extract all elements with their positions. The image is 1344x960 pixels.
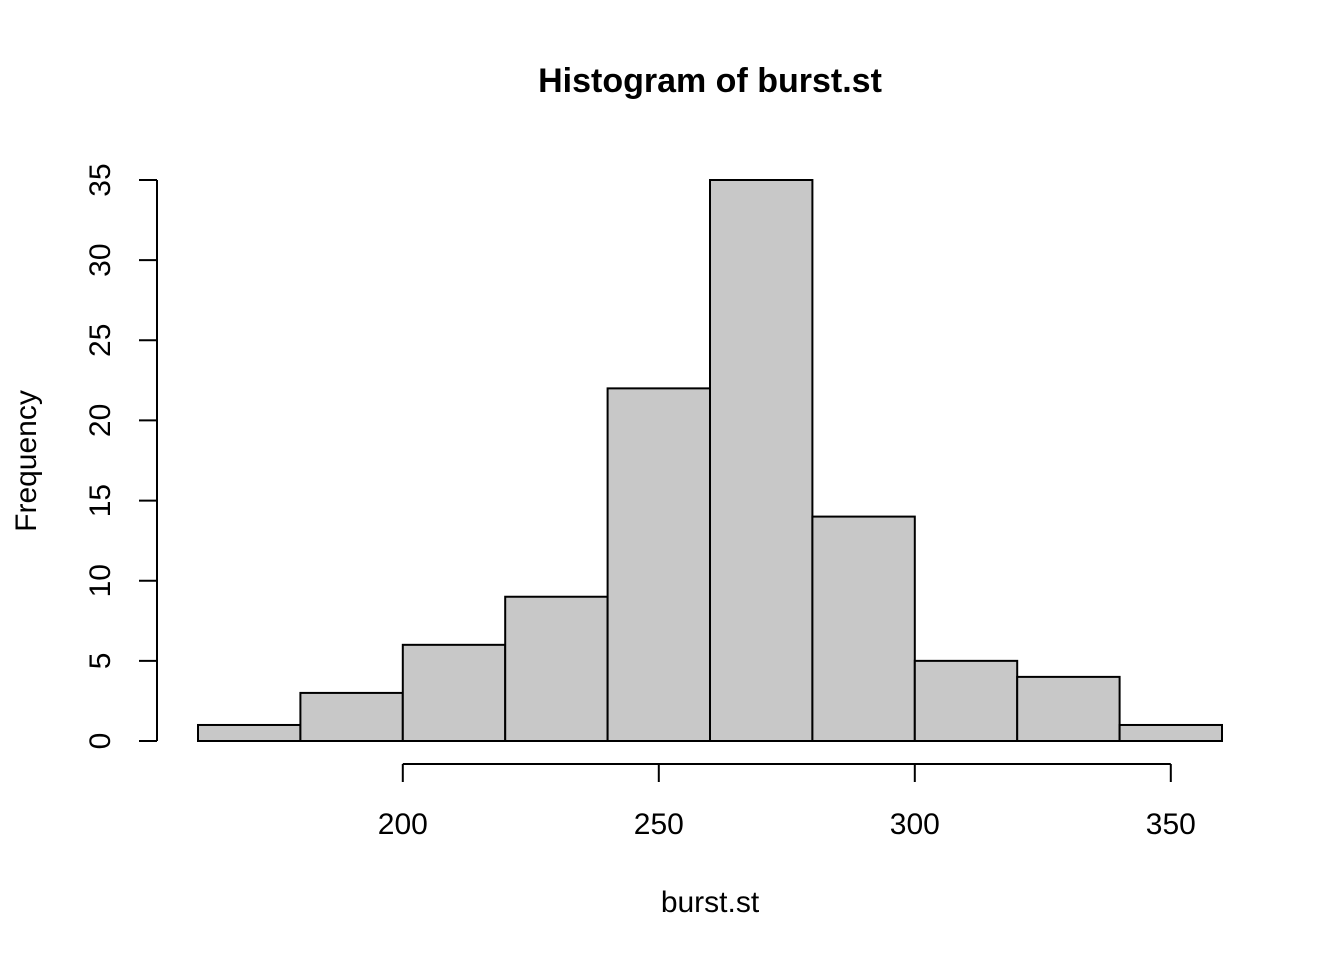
histogram-bar <box>299 691 404 743</box>
chart-title: Histogram of burst.st <box>538 62 882 100</box>
y-tick-label: 10 <box>84 564 117 597</box>
histogram-bar <box>811 515 916 742</box>
x-tick-label: 200 <box>378 808 428 841</box>
y-tick-label: 5 <box>84 653 117 670</box>
histogram-bar <box>401 643 507 742</box>
y-axis: 0 5 10 15 20 25 30 35 <box>84 163 158 750</box>
histogram-bar <box>197 723 302 743</box>
x-axis-label: burst.st <box>661 886 760 919</box>
y-tick-label: 20 <box>84 404 117 437</box>
y-tick-label: 0 <box>84 733 117 750</box>
histogram-bar <box>1118 723 1223 743</box>
y-tick-label: 30 <box>84 243 117 276</box>
histogram-bar <box>709 179 814 742</box>
x-tick-label: 250 <box>634 808 684 841</box>
bars-group <box>197 179 1223 743</box>
x-tick-label: 350 <box>1146 808 1196 841</box>
y-tick-label: 25 <box>84 324 117 357</box>
histogram-bar <box>1016 675 1121 743</box>
x-axis: 200 250 300 350 <box>378 763 1196 841</box>
y-tick-label: 15 <box>84 484 117 517</box>
x-tick-label: 300 <box>890 808 940 841</box>
y-tick-label: 35 <box>84 163 117 196</box>
histogram-bar <box>913 659 1019 742</box>
histogram-bar <box>606 387 711 742</box>
histogram-bar <box>504 595 609 742</box>
y-axis-label: Frequency <box>10 390 43 532</box>
